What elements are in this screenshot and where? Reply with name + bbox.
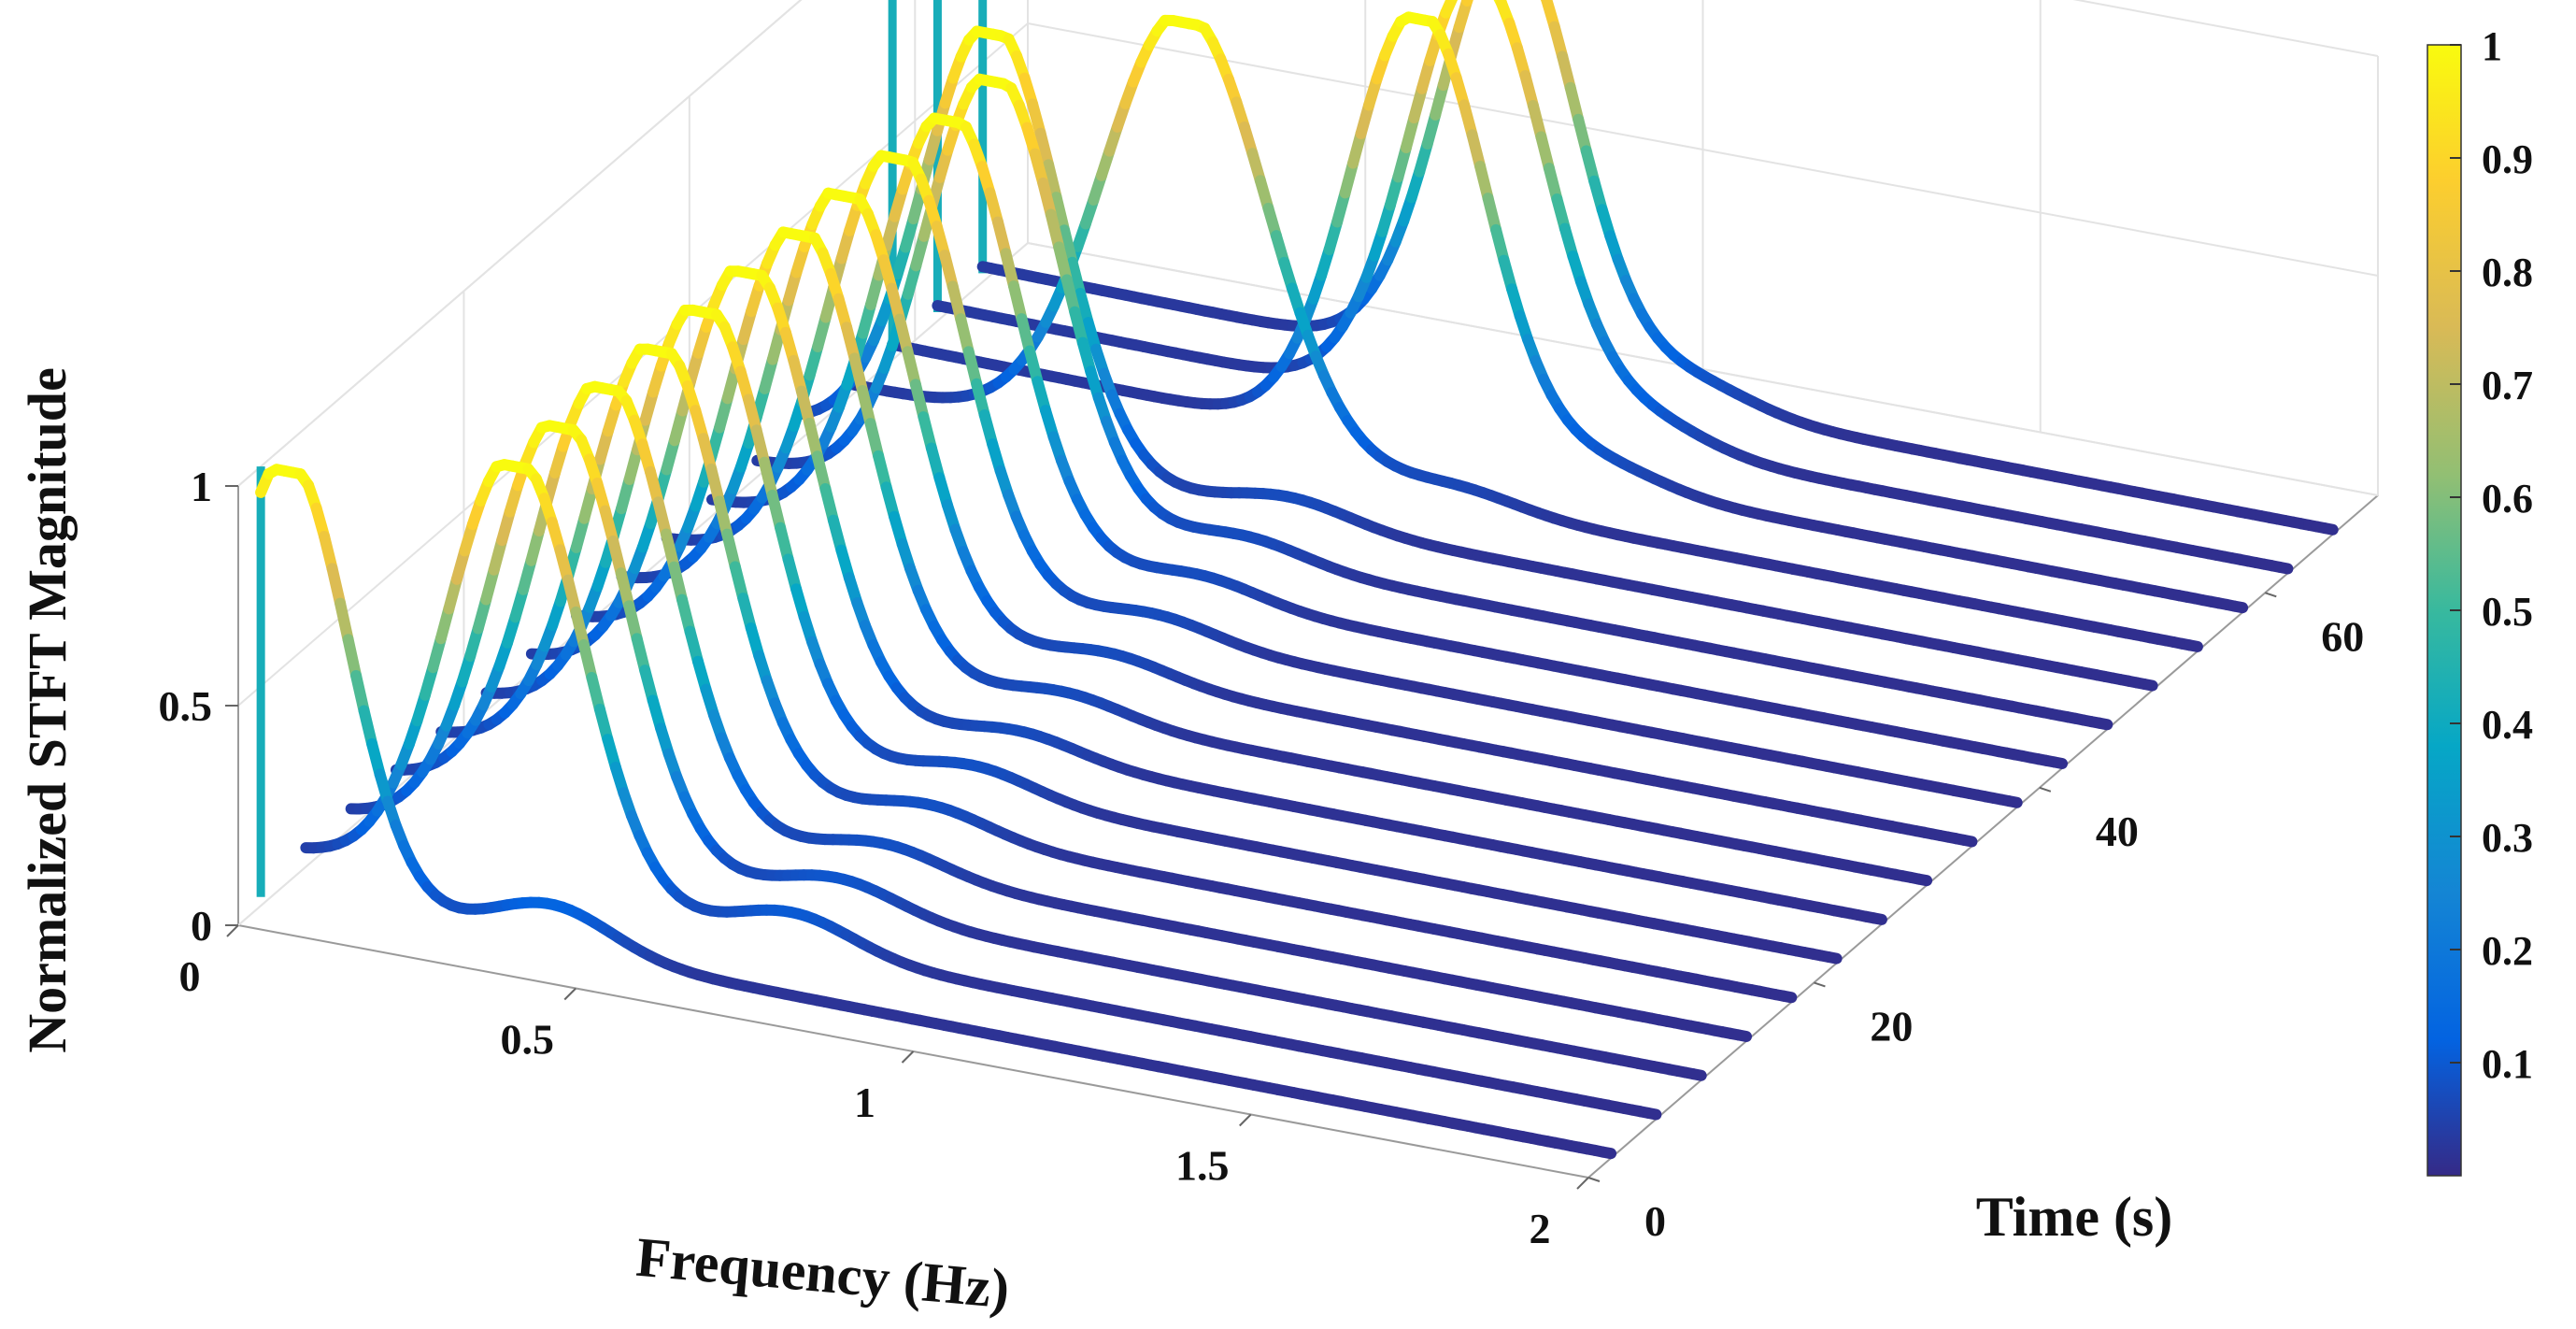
x-tick-label: 0 <box>179 952 201 1000</box>
series-line <box>480 304 1843 965</box>
x-tick-label: 2 <box>1530 1205 1551 1252</box>
colorbar-tick-label: 0.4 <box>2482 702 2533 748</box>
y-tick-label: 60 <box>2321 612 2364 660</box>
series-line <box>435 343 1798 1004</box>
colorbar-tick-label: 0.9 <box>2482 136 2533 182</box>
series-line <box>525 265 1887 925</box>
y-tick-label: 20 <box>1870 1002 1913 1050</box>
series-line <box>706 112 2068 769</box>
colorbar-tick-label: 0.7 <box>2482 363 2533 408</box>
z-tick-label: 0 <box>191 902 212 950</box>
x-tick-label: 1 <box>854 1079 875 1126</box>
colorbar-tick-label: 0.5 <box>2482 589 2533 635</box>
colorbar-tick-label: 1 <box>2482 23 2502 69</box>
series-line <box>345 420 1707 1081</box>
colorbar-tick-label: 0.2 <box>2482 928 2533 974</box>
colorbar-tick-label: 0.3 <box>2482 815 2533 861</box>
z-tick-label: 1 <box>191 463 212 510</box>
x-tick-label: 1.5 <box>1175 1142 1230 1190</box>
y-tick-label: 0 <box>1644 1197 1666 1245</box>
colorbar-tick-label: 0.6 <box>2482 476 2533 522</box>
series-line <box>976 0 2339 536</box>
series-line <box>796 25 2158 692</box>
series-line <box>751 73 2113 731</box>
y-axis-label: Time (s) <box>1976 1186 2173 1248</box>
colorbar-tick-label: 0.8 <box>2482 250 2533 295</box>
series-line <box>255 464 1617 1160</box>
z-tick-label: 0.5 <box>159 682 213 730</box>
x-axis-label: Frequency (Hz) <box>633 1226 1012 1321</box>
x-tick-label: 0.5 <box>501 1016 555 1064</box>
z-axis-label: Normalized STFT Magnitude <box>17 367 78 1053</box>
y-tick-label: 40 <box>2096 807 2139 855</box>
series-line <box>661 150 2023 808</box>
series-line <box>841 14 2203 652</box>
colorbar: 0.1 0.2 0.3 0.4 0.5 0.6 0.7 0.8 0.9 1 <box>2427 23 2533 1177</box>
waterfall-curves <box>255 0 2339 1160</box>
colorbar-tick-label: 0.1 <box>2482 1041 2533 1087</box>
series-line <box>887 0 2249 614</box>
series-line <box>300 459 1662 1121</box>
